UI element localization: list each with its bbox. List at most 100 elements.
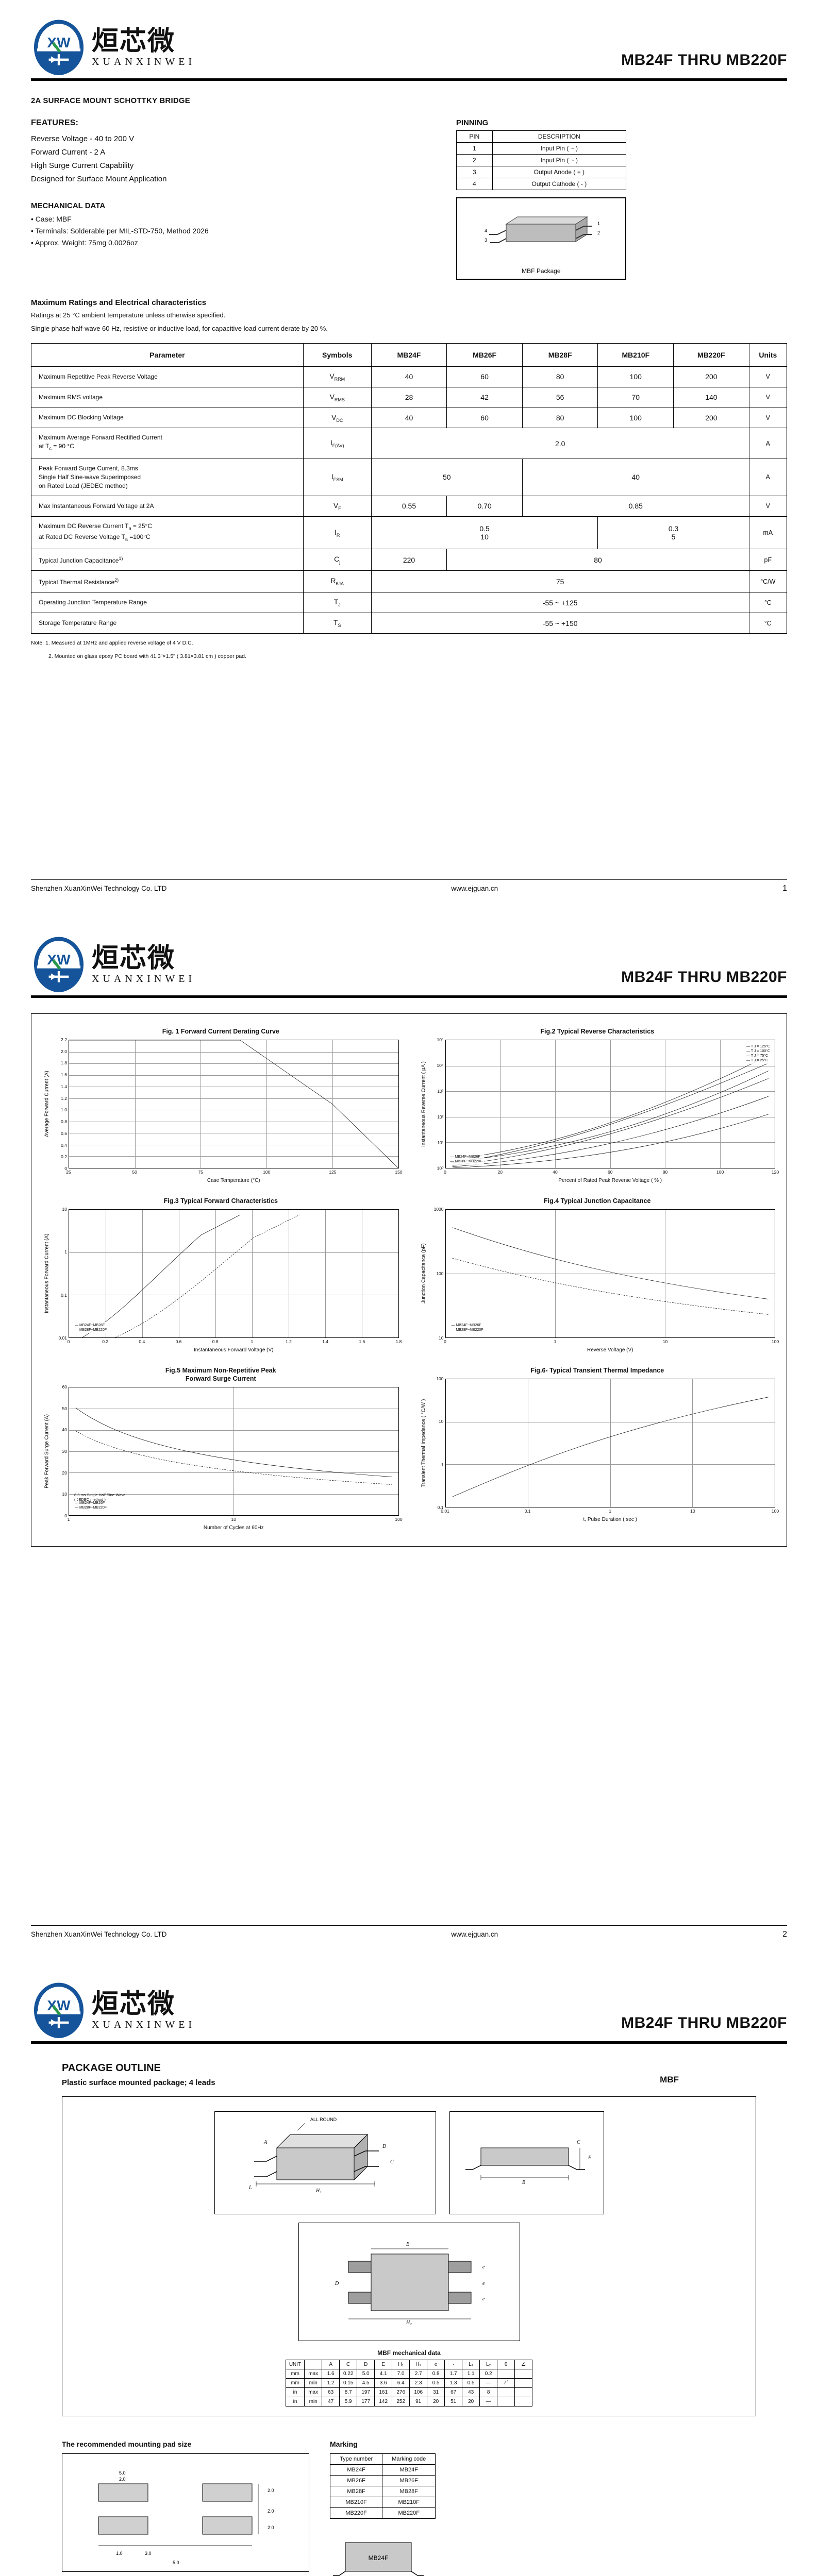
x-tick: 100	[716, 1170, 724, 1175]
mech-cell: 1.3	[444, 2378, 463, 2388]
parameter-cell: Typical Junction Capacitance1)	[31, 549, 304, 571]
svg-text:XW: XW	[47, 952, 71, 968]
unit-cell: V	[748, 495, 788, 517]
unit-cell: pF	[748, 549, 788, 571]
package-outline-box: ALL ROUND A D C H₁ L	[62, 2096, 756, 2416]
page-3: XW 烜芯微 XUANXINWEI MB24F THRU MB220F PACK…	[0, 1963, 818, 2576]
parameter-cell: Typical Thermal Resistance2)	[31, 570, 304, 593]
x-tick: 1.4	[322, 1339, 329, 1344]
table-row: Maximum Average Forward Rectified Curren…	[31, 428, 788, 459]
chart-title: Fig.4 Typical Junction Capacitance	[544, 1197, 651, 1205]
package-top-view-drawing: ALL ROUND A D C H₁ L	[214, 2111, 436, 2214]
footer-company: Shenzhen XuanXinWei Technology Co. LTD	[31, 1930, 167, 1938]
package-outline-heading: PACKAGE OUTLINE	[62, 2062, 161, 2074]
curve	[69, 1040, 398, 1168]
mechanical-item: • Approx. Weight: 75mg 0.0026oz	[31, 239, 138, 247]
x-axis-ticks: 0.01 0.1 1 10 100	[441, 1507, 779, 1516]
mech-cell: 5.9	[339, 2397, 358, 2406]
mech-cell: 7.0	[392, 2369, 410, 2379]
mounting-pad-drawing: 5.0 2.0 2.0 2.0 2.0 1.0 3.0 5.0	[62, 2453, 309, 2572]
marking-chip-drawing: MB24F	[330, 2530, 428, 2576]
value-cell: 60	[446, 366, 523, 387]
package-caption: MBF Package	[522, 267, 561, 275]
header-rule	[31, 2041, 787, 2044]
table-row: 3 Output Anode ( + )	[456, 166, 626, 178]
mech-cell: 6.4	[392, 2378, 410, 2388]
y-tick: 10	[439, 1335, 444, 1341]
mech-col-header: H₁	[392, 2360, 410, 2369]
marking-cell: MB24F	[329, 2464, 383, 2476]
value-cell: 0.5 10	[371, 516, 598, 550]
footer-website[interactable]: www.ejguan.cn	[451, 885, 498, 892]
y-axis-ticks: 0 10 20 30 40 50 60	[51, 1384, 69, 1518]
y-axis-label: Transient Thermal Impedance ( °C/W )	[421, 1399, 426, 1487]
table-row: MB210F MB210F	[329, 2497, 436, 2508]
x-tick: 120	[771, 1170, 779, 1175]
value-cell: 40	[371, 407, 447, 429]
mech-cell: 1.7	[444, 2369, 463, 2379]
table-row: MB26F MB26F	[329, 2475, 436, 2486]
y-tick: 0.01	[58, 1335, 67, 1341]
y-tick: 10³	[437, 1089, 444, 1094]
y-tick: 10¹	[437, 1140, 444, 1145]
y-tick: 1.6	[61, 1072, 67, 1078]
y-tick: 1.8	[61, 1060, 67, 1066]
svg-text:E: E	[588, 2155, 591, 2161]
mech-cell: 67	[444, 2387, 463, 2397]
pad-size-heading: The recommended mounting pad size	[62, 2440, 192, 2448]
mech-cell	[497, 2369, 515, 2379]
chart-fig5: Fig.5 Maximum Non-Repetitive Peak Forward…	[43, 1366, 403, 1531]
mech-col-header	[304, 2360, 323, 2369]
y-tick: 2.2	[61, 1037, 67, 1042]
pin-description: Output Cathode ( - )	[492, 178, 626, 190]
x-tick: 0.2	[102, 1339, 109, 1344]
brand-name-en: XUANXINWEI	[92, 2019, 196, 2030]
mech-cell: mm	[285, 2378, 305, 2388]
svg-text:2.0: 2.0	[268, 2525, 274, 2530]
mech-cell: 197	[357, 2387, 375, 2397]
table-row: 4 Output Cathode ( - )	[456, 178, 626, 190]
footer-website[interactable]: www.ejguan.cn	[451, 1930, 498, 1938]
mech-col-header: C	[339, 2360, 358, 2369]
package-type-tag: MBF	[660, 2075, 679, 2084]
mech-cell: 1.6	[322, 2369, 340, 2379]
svg-text:L: L	[248, 2185, 252, 2191]
page-2: XW 烜芯微 XUANXINWEI MB24F THRU MB220F Fig.…	[0, 917, 818, 1963]
y-tick: 1	[441, 1462, 444, 1467]
curve	[452, 1096, 768, 1166]
mech-cell: 3.6	[374, 2378, 393, 2388]
x-axis-label: Reverse Voltage (V)	[587, 1347, 633, 1353]
table-header-row: Type number Marking code	[329, 2453, 436, 2465]
mech-cell: in	[285, 2387, 305, 2397]
marking-section: Marking Type number Marking code MB24F MB24…	[329, 2440, 436, 2576]
svg-text:E: E	[406, 2242, 409, 2247]
y-axis-label: Junction Capacitance (pF)	[421, 1243, 426, 1304]
mech-cell: 2.7	[409, 2369, 428, 2379]
x-tick: 0	[67, 1339, 70, 1344]
unit-cell: °C	[748, 592, 788, 614]
mech-cell: max	[304, 2387, 323, 2397]
chart-title: Fig.6- Typical Transient Thermal Impedan…	[530, 1367, 664, 1374]
table-row: mm max 1.6 0.22 5.0 4.1 7.0 2.7 0.8 1.7 1.1 0.2	[285, 2369, 533, 2379]
parameter-cell: Operating Junction Temperature Range	[31, 592, 304, 614]
mechanical-item: • Terminals: Solderable per MIL-STD-750,…	[31, 227, 209, 235]
mech-col-header: D	[357, 2360, 375, 2369]
y-tick: 0.1	[61, 1292, 67, 1298]
y-tick: 0.8	[61, 1119, 67, 1125]
svg-text:5.0: 5.0	[173, 2560, 179, 2565]
mech-cell: 0.5	[462, 2378, 480, 2388]
y-tick: 40	[62, 1427, 67, 1433]
svg-text:XW: XW	[47, 35, 71, 50]
curve	[452, 1078, 768, 1165]
marking-cell: MB210F	[382, 2497, 436, 2508]
mech-table-title: MBF mechanical data	[377, 2349, 441, 2357]
brand-logo: XW 烜芯微 XUANXINWEI	[31, 937, 195, 992]
value-cell: 100	[597, 407, 674, 429]
plot-area: — MB24F~MB26F — MB28F~MB220F	[445, 1209, 775, 1338]
value-cell: 200	[673, 366, 749, 387]
page-title: MB24F THRU MB220F	[621, 969, 787, 986]
value-cell: -55 ~ +150	[371, 613, 749, 634]
mech-cell: min	[304, 2397, 323, 2406]
marking-cell: MB220F	[329, 2507, 383, 2519]
col-units: Units	[748, 343, 788, 367]
